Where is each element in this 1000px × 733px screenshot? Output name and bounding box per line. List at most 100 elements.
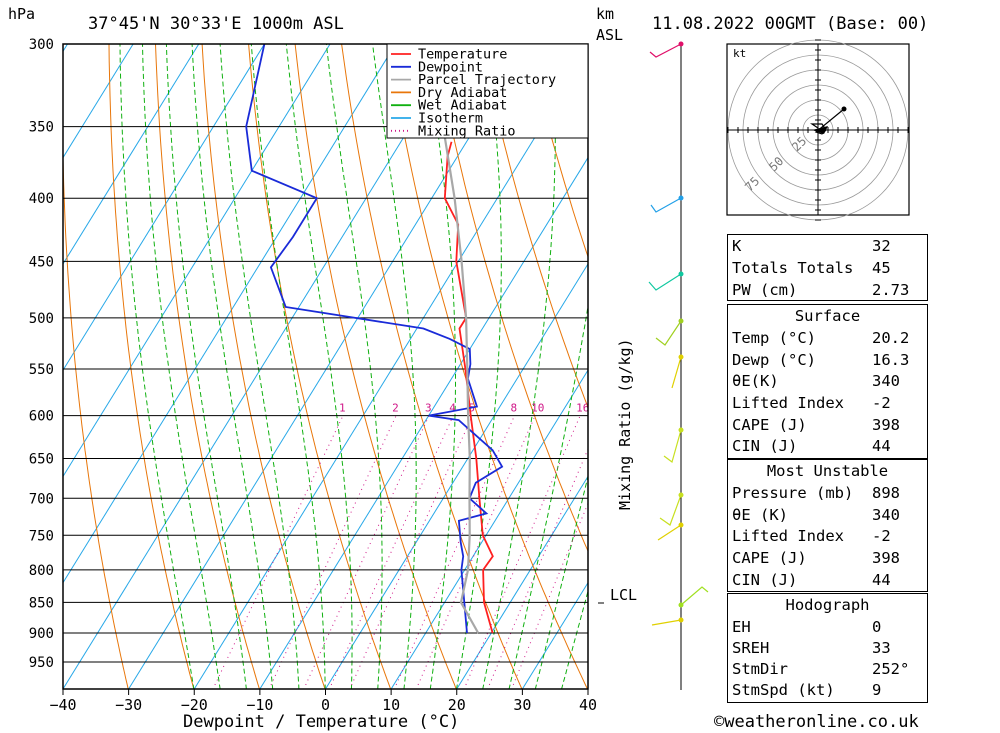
wind-profile — [598, 41, 709, 690]
pressure-tick-label: 950 — [29, 655, 54, 671]
surface-row: Temp (°C) 20.2 — [728, 328, 927, 349]
surface-row: Lifted Index -2 — [728, 393, 927, 414]
wet-adiabat-line — [165, 44, 247, 689]
isotherm-line — [390, 369, 588, 689]
mu-value: 44 — [872, 571, 891, 589]
wind-level-dot — [678, 522, 684, 528]
mixing-ratio-line — [349, 415, 473, 689]
surface-label: Temp (°C) — [732, 329, 816, 347]
wet-adiabat-line — [285, 44, 353, 689]
index-label: PW (cm) — [732, 281, 798, 299]
mixing-ratio-label: 20 — [598, 402, 611, 415]
mu-value: 398 — [872, 549, 900, 567]
dry-adiabat-line — [993, 44, 1000, 690]
surface-box: Surface Temp (°C) 20.2 Dewp (°C) 16.3 θE(K… — [727, 304, 928, 459]
x-tick-label: −20 — [181, 696, 208, 714]
dry-adiabat-line — [108, 44, 195, 689]
surface-label: θE(K) — [732, 372, 779, 390]
dry-adiabat-line — [63, 134, 129, 689]
mixing-ratio-label: 3 — [425, 402, 432, 415]
hodo-label: StmDir — [732, 660, 788, 678]
wind-barb — [649, 43, 682, 58]
surface-value: -2 — [872, 394, 891, 412]
mixing-ratio-line — [463, 415, 581, 689]
wind-level-dot — [678, 354, 684, 360]
surface-value: 340 — [872, 372, 900, 390]
surface-row: CIN (J) 44 — [728, 436, 927, 457]
mixing-ratio-label: 16 — [576, 402, 589, 415]
wet-adiabat-line — [325, 44, 383, 689]
dry-adiabat-line — [480, 44, 588, 409]
mixing-ratio-label: 10 — [531, 402, 544, 415]
mixing-ratio-line — [328, 415, 454, 689]
pressure-tick-label: 900 — [29, 626, 54, 642]
x-tick-label: 20 — [448, 696, 466, 714]
surface-value: 16.3 — [872, 351, 910, 369]
most-unstable-title: Most Unstable — [766, 462, 889, 480]
mixing-ratio-label: 4 — [449, 402, 456, 415]
wind-barb — [663, 429, 682, 464]
isotherm-line — [63, 44, 265, 372]
x-axis-label: Dewpoint / Temperature (°C) — [183, 712, 459, 732]
hodo-row: SREH 33 — [728, 638, 927, 659]
wind-level-dot — [678, 427, 684, 433]
pressure-tick-label: 550 — [29, 362, 54, 378]
surface-label: CIN (J) — [732, 437, 798, 455]
index-value: 45 — [872, 259, 891, 277]
surface-title: Surface — [794, 307, 861, 325]
asl-label: ASL — [596, 26, 623, 44]
surface-row: θE(K) 340 — [728, 371, 927, 392]
hodo-row: EH 0 — [728, 617, 927, 638]
wind-level-dot — [678, 617, 684, 623]
index-row: K 32 — [728, 236, 927, 257]
wind-level-dot — [678, 195, 684, 201]
wind-level-dot — [678, 41, 684, 47]
isotherm-line — [63, 44, 462, 689]
wet-adiabat-line — [142, 44, 221, 689]
x-tick-label: 40 — [579, 696, 597, 714]
mixing-ratio-line — [303, 415, 430, 689]
km-label: km — [596, 5, 614, 23]
mixing-ratio-line — [487, 447, 588, 689]
legend-entry: Temperature — [418, 47, 507, 63]
x-tick-label: 30 — [513, 696, 531, 714]
surface-label: CAPE (J) — [732, 416, 807, 434]
hodo-row: StmSpd (kt) 9 — [728, 680, 927, 701]
pressure-tick-label: 800 — [29, 563, 54, 579]
isotherm-line — [259, 156, 588, 689]
legend-entry: Dry Adiabat — [418, 85, 507, 101]
pressure-tick-label: 750 — [29, 528, 54, 544]
pressure-tick-label: 650 — [29, 452, 54, 468]
isotherm-line — [63, 44, 200, 265]
hodo-value: 0 — [872, 618, 882, 636]
data-series — [245, 44, 504, 634]
surface-label: Dewp (°C) — [732, 351, 816, 369]
mu-value: 340 — [872, 506, 900, 524]
hpa-unit-label: hPa — [8, 5, 35, 23]
index-value: 2.73 — [872, 281, 910, 299]
hodograph-data-box: Hodograph EH 0 SREH 33 StmDir 252° StmSpd (… — [727, 593, 928, 703]
index-row: Totals Totals 45 — [728, 258, 927, 279]
mu-value: 898 — [872, 484, 900, 502]
index-label: K — [732, 237, 742, 255]
hodo-label: StmSpd (kt) — [732, 681, 835, 699]
lcl-label: LCL — [610, 586, 637, 604]
isotherm-line — [63, 44, 134, 159]
mu-label: CAPE (J) — [732, 549, 807, 567]
wind-barb — [671, 356, 682, 389]
wind-barb — [655, 320, 682, 346]
mu-row: Lifted Index -2 — [728, 526, 927, 547]
parcel-trajectory-line — [427, 44, 480, 634]
dry-adiabat-line — [201, 44, 326, 689]
pressure-tick-label: 500 — [29, 311, 54, 327]
mu-row: CAPE (J) 398 — [728, 548, 927, 569]
hodograph-unit: kt — [733, 47, 746, 60]
wet-adiabat-line — [534, 474, 588, 689]
x-tick-label: 10 — [382, 696, 400, 714]
wind-barb — [659, 494, 682, 526]
isotherm-line — [63, 44, 397, 584]
wind-barb — [650, 197, 682, 213]
